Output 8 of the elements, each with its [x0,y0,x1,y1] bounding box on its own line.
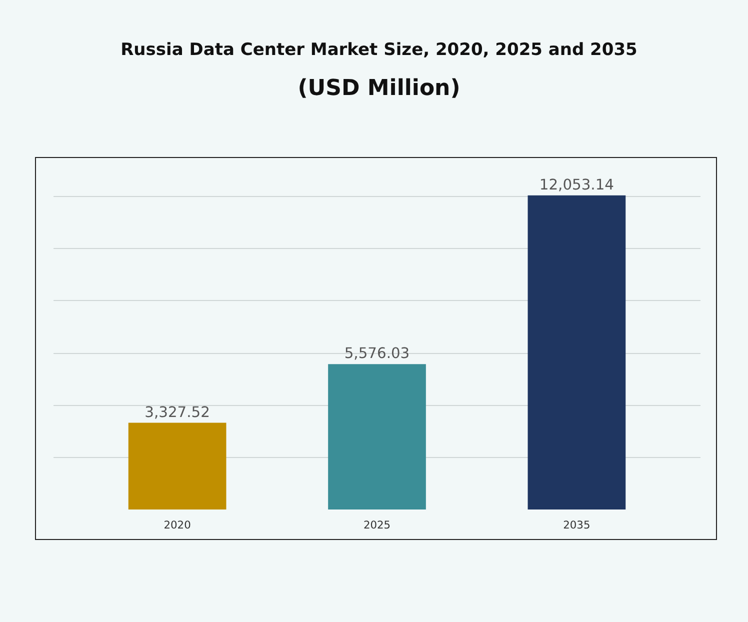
data-label: 5,576.03 [344,344,410,362]
x-tick-label: 2020 [164,518,192,532]
chart-title: Russia Data Center Market Size, 2020, 2025 and 2035 [120,39,638,62]
data-label: 3,327.52 [144,403,210,420]
x-tick-label: 2025 [363,518,391,532]
x-tick-label: 2035 [563,518,590,532]
data-label: 12,053.14 [539,176,614,194]
chart-subtitle: (USD Million) [298,75,460,104]
